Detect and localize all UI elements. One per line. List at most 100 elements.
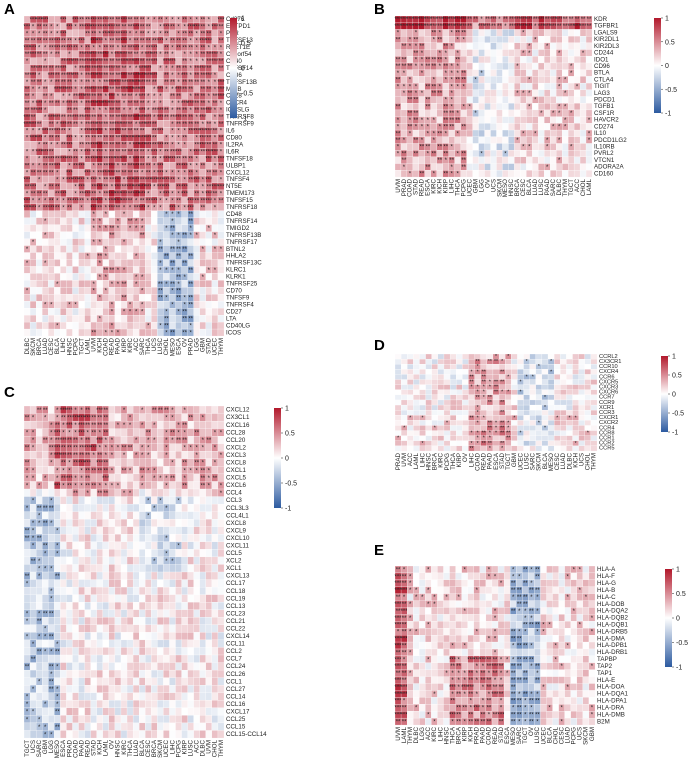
- heatmap-cell: [96, 496, 103, 505]
- significance-mark: **: [467, 24, 472, 30]
- significance-mark: **: [25, 536, 30, 542]
- significance-mark: **: [73, 101, 78, 107]
- significance-mark: **: [128, 73, 133, 79]
- heatmap-cell: [96, 617, 103, 625]
- significance-mark: *: [171, 108, 174, 114]
- heatmap-cell: [29, 549, 37, 558]
- significance-mark: **: [146, 80, 151, 86]
- heatmap-cell: [175, 57, 182, 65]
- significance-mark: **: [140, 164, 145, 170]
- heatmap-cell: [139, 541, 146, 550]
- heatmap-cell: [424, 156, 431, 164]
- heatmap-cell: [205, 210, 213, 218]
- heatmap-cell: [175, 451, 182, 459]
- heatmap-cell: [496, 69, 503, 77]
- heatmap-cell: [484, 96, 491, 104]
- significance-mark: ***: [54, 45, 62, 51]
- heatmap-cell: [579, 29, 587, 37]
- heatmap-cell: [54, 148, 61, 156]
- heatmap-cell: [217, 217, 225, 225]
- heatmap-cell: [72, 308, 79, 316]
- heatmap-cell: [102, 632, 110, 641]
- heatmap-cell: [538, 129, 545, 137]
- significance-mark: ***: [102, 31, 110, 37]
- heatmap-cell: [567, 123, 575, 131]
- significance-mark: *: [159, 94, 162, 100]
- heatmap-cell: [29, 328, 37, 337]
- heatmap-cell: [544, 170, 551, 178]
- significance-mark: **: [443, 104, 448, 110]
- significance-mark: **: [200, 108, 205, 114]
- heatmap-cell: [90, 473, 97, 482]
- heatmap-cell: [114, 564, 122, 573]
- panel-letter: A: [4, 1, 15, 18]
- significance-mark: *: [189, 52, 192, 58]
- heatmap-cell: [496, 143, 503, 151]
- heatmap-cell: [520, 96, 527, 104]
- significance-mark: **: [431, 31, 436, 37]
- heatmap-cell: [585, 42, 593, 50]
- heatmap-cell: [151, 571, 158, 580]
- heatmap-cell: [42, 175, 49, 184]
- heatmap-cell: [108, 210, 116, 218]
- heatmap-cell: [484, 136, 491, 144]
- heatmap-cell: [48, 280, 55, 288]
- heatmap-cell: [205, 420, 213, 429]
- heatmap-cell: [60, 624, 67, 633]
- heatmap-cell: [502, 116, 509, 124]
- heatmap-cell: [400, 103, 408, 111]
- heatmap-cell: [151, 22, 158, 31]
- heatmap-cell: [199, 549, 206, 558]
- heatmap-cell: [585, 89, 593, 97]
- significance-mark: **: [128, 94, 133, 100]
- row-label: IL2RA: [226, 141, 244, 148]
- heatmap-cell: [126, 579, 134, 588]
- heatmap-cell: [29, 315, 37, 323]
- heatmap-cell: [35, 266, 43, 274]
- significance-mark: **: [146, 24, 151, 30]
- heatmap-cell: [532, 150, 539, 158]
- significance-mark: **: [140, 59, 145, 65]
- heatmap-cell: [48, 259, 55, 267]
- heatmap-cell: [181, 238, 188, 246]
- heatmap-cell: [454, 143, 461, 151]
- heatmap-cell: [418, 103, 426, 111]
- heatmap-cell: [126, 266, 134, 274]
- heatmap-cell: [496, 89, 503, 97]
- heatmap-cell: [193, 617, 200, 625]
- heatmap-cell: [54, 245, 61, 253]
- significance-mark: *: [196, 45, 199, 51]
- significance-mark: **: [194, 191, 199, 197]
- heatmap-cell: [90, 496, 97, 505]
- heatmap-cell: [145, 405, 152, 414]
- significance-mark: *: [105, 94, 108, 100]
- significance-mark: *: [93, 80, 96, 86]
- significance-mark: **: [25, 73, 30, 79]
- heatmap-cell: [484, 89, 491, 97]
- heatmap-cell: [84, 224, 91, 232]
- heatmap-cell: [193, 413, 200, 422]
- heatmap-cell: [538, 103, 545, 111]
- heatmap-cell: [205, 245, 213, 253]
- heatmap-cell: [466, 36, 473, 44]
- heatmap-cell: [114, 436, 122, 444]
- heatmap-cell: [187, 238, 194, 246]
- heatmap-cell: [151, 308, 158, 316]
- heatmap-cell: [508, 136, 515, 144]
- heatmap-cell: [205, 252, 213, 260]
- heatmap-cell: [84, 534, 91, 542]
- heatmap-cell: [163, 127, 170, 135]
- significance-mark: *: [214, 87, 217, 93]
- significance-mark: **: [164, 254, 169, 260]
- heatmap-cell: [60, 238, 67, 246]
- heatmap-cell: [544, 62, 551, 70]
- heatmap-cell: [526, 156, 533, 164]
- significance-mark: *: [171, 87, 174, 93]
- heatmap-cell: [108, 420, 116, 429]
- row-label: TNFSF18: [226, 155, 253, 162]
- heatmap-cell: [181, 624, 188, 633]
- significance-mark: ***: [66, 24, 74, 30]
- heatmap-cell: [562, 69, 569, 77]
- heatmap-cell: [484, 123, 491, 131]
- significance-mark: **: [43, 506, 48, 512]
